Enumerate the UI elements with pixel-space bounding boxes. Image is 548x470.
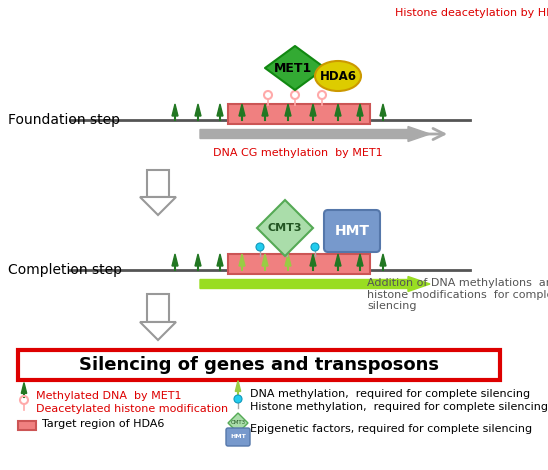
- Text: DNA CG methylation  by MET1: DNA CG methylation by MET1: [213, 148, 383, 158]
- Polygon shape: [239, 254, 245, 266]
- FancyArrow shape: [200, 276, 430, 291]
- Polygon shape: [285, 104, 291, 116]
- Circle shape: [283, 243, 291, 251]
- Bar: [228, 104, 370, 124]
- Text: Target region of HDA6: Target region of HDA6: [42, 419, 164, 429]
- FancyBboxPatch shape: [226, 428, 250, 446]
- Text: Foundation step: Foundation step: [8, 113, 120, 127]
- Polygon shape: [235, 381, 241, 392]
- Polygon shape: [228, 413, 248, 433]
- Polygon shape: [262, 104, 268, 116]
- Text: Histone deacetylation by HDA6: Histone deacetylation by HDA6: [395, 8, 548, 18]
- Polygon shape: [380, 104, 386, 116]
- Polygon shape: [195, 104, 201, 116]
- Polygon shape: [335, 104, 341, 116]
- Text: Methylated DNA  by MET1: Methylated DNA by MET1: [36, 391, 181, 401]
- Polygon shape: [140, 197, 176, 215]
- Text: HDA6: HDA6: [319, 70, 357, 83]
- Text: Silencing of genes and transposons: Silencing of genes and transposons: [79, 356, 439, 374]
- Polygon shape: [217, 254, 223, 266]
- Text: HMT: HMT: [230, 433, 246, 439]
- Text: Addition of DNA methylations  and
histone modifications  for complete
silencing: Addition of DNA methylations and histone…: [367, 278, 548, 311]
- FancyBboxPatch shape: [324, 210, 380, 252]
- Text: CMT3: CMT3: [231, 421, 246, 425]
- Polygon shape: [195, 254, 201, 266]
- Text: Histone methylation,  required for complete silencing: Histone methylation, required for comple…: [250, 402, 548, 412]
- Polygon shape: [262, 254, 268, 266]
- Text: HMT: HMT: [334, 224, 369, 238]
- Bar: [228, 254, 370, 274]
- Polygon shape: [217, 104, 223, 116]
- Polygon shape: [357, 254, 363, 266]
- Text: Completion step: Completion step: [8, 263, 122, 277]
- FancyArrow shape: [200, 126, 430, 141]
- Text: Deacetylated histone modification: Deacetylated histone modification: [36, 404, 228, 414]
- Bar: [147, 170, 169, 197]
- Bar: [18, 421, 36, 430]
- Polygon shape: [335, 254, 341, 266]
- Text: DNA methylation,  required for complete silencing: DNA methylation, required for complete s…: [250, 389, 530, 399]
- Bar: [147, 294, 169, 322]
- Circle shape: [256, 243, 264, 251]
- Text: Epigenetic factors, required for complete silencing: Epigenetic factors, required for complet…: [250, 424, 532, 434]
- Polygon shape: [140, 322, 176, 340]
- Polygon shape: [357, 104, 363, 116]
- Circle shape: [234, 395, 242, 403]
- Polygon shape: [310, 104, 316, 116]
- Ellipse shape: [315, 61, 361, 91]
- Polygon shape: [21, 383, 27, 393]
- Polygon shape: [310, 254, 316, 266]
- Polygon shape: [172, 254, 178, 266]
- Polygon shape: [380, 254, 386, 266]
- Bar: [18, 350, 500, 380]
- Circle shape: [311, 243, 319, 251]
- Text: MET1: MET1: [274, 62, 312, 75]
- Text: CMT3: CMT3: [268, 223, 302, 233]
- Polygon shape: [239, 104, 245, 116]
- Polygon shape: [257, 200, 313, 256]
- Polygon shape: [172, 104, 178, 116]
- Polygon shape: [265, 46, 325, 90]
- Polygon shape: [285, 254, 291, 266]
